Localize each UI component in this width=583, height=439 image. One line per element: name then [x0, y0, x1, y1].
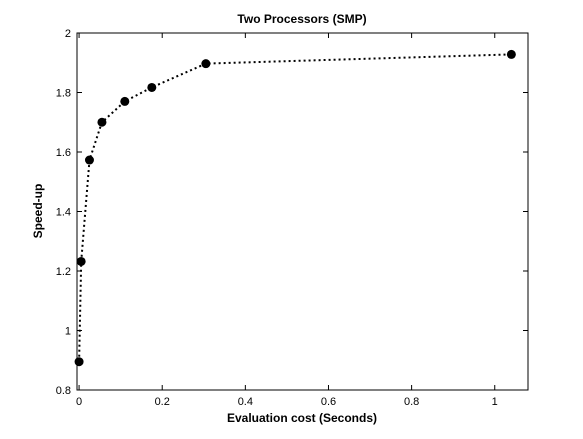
- x-axis-label: Evaluation cost (Seconds): [227, 411, 377, 425]
- y-tick-label: 1.8: [56, 88, 71, 100]
- y-tick-label: 1.2: [56, 266, 71, 278]
- y-tick-label: 1: [65, 326, 71, 338]
- data-point: [120, 96, 130, 106]
- y-tick-label: 1.6: [56, 147, 71, 159]
- data-point: [84, 155, 94, 165]
- data-point: [201, 59, 211, 69]
- data-point: [74, 357, 84, 367]
- x-tick-label: 0.2: [155, 396, 170, 408]
- data-point: [506, 49, 516, 59]
- plot-frame: [76, 32, 529, 391]
- data-points: [74, 49, 516, 367]
- x-axis: 0 0.2 0.4 0.6 0.8 1: [76, 33, 498, 408]
- chart-title: Two Processors (SMP): [237, 12, 366, 26]
- data-point: [76, 256, 86, 266]
- x-tick-label: 0: [76, 396, 82, 408]
- data-point: [97, 117, 107, 127]
- x-tick-label: 0.4: [238, 396, 253, 408]
- y-axis: 0.8 1 1.2 1.4 1.6 1.8 2: [56, 28, 528, 397]
- data-point: [147, 82, 157, 92]
- y-tick-label: 2: [65, 28, 71, 40]
- x-tick-label: 0.6: [321, 396, 336, 408]
- x-tick-label: 1: [492, 396, 498, 408]
- y-tick-label: 1.4: [56, 207, 71, 219]
- y-tick-label: 0.8: [56, 385, 71, 397]
- y-axis-label: Speed-up: [31, 184, 45, 239]
- x-tick-label: 0.8: [404, 396, 419, 408]
- series-line: [78, 53, 512, 362]
